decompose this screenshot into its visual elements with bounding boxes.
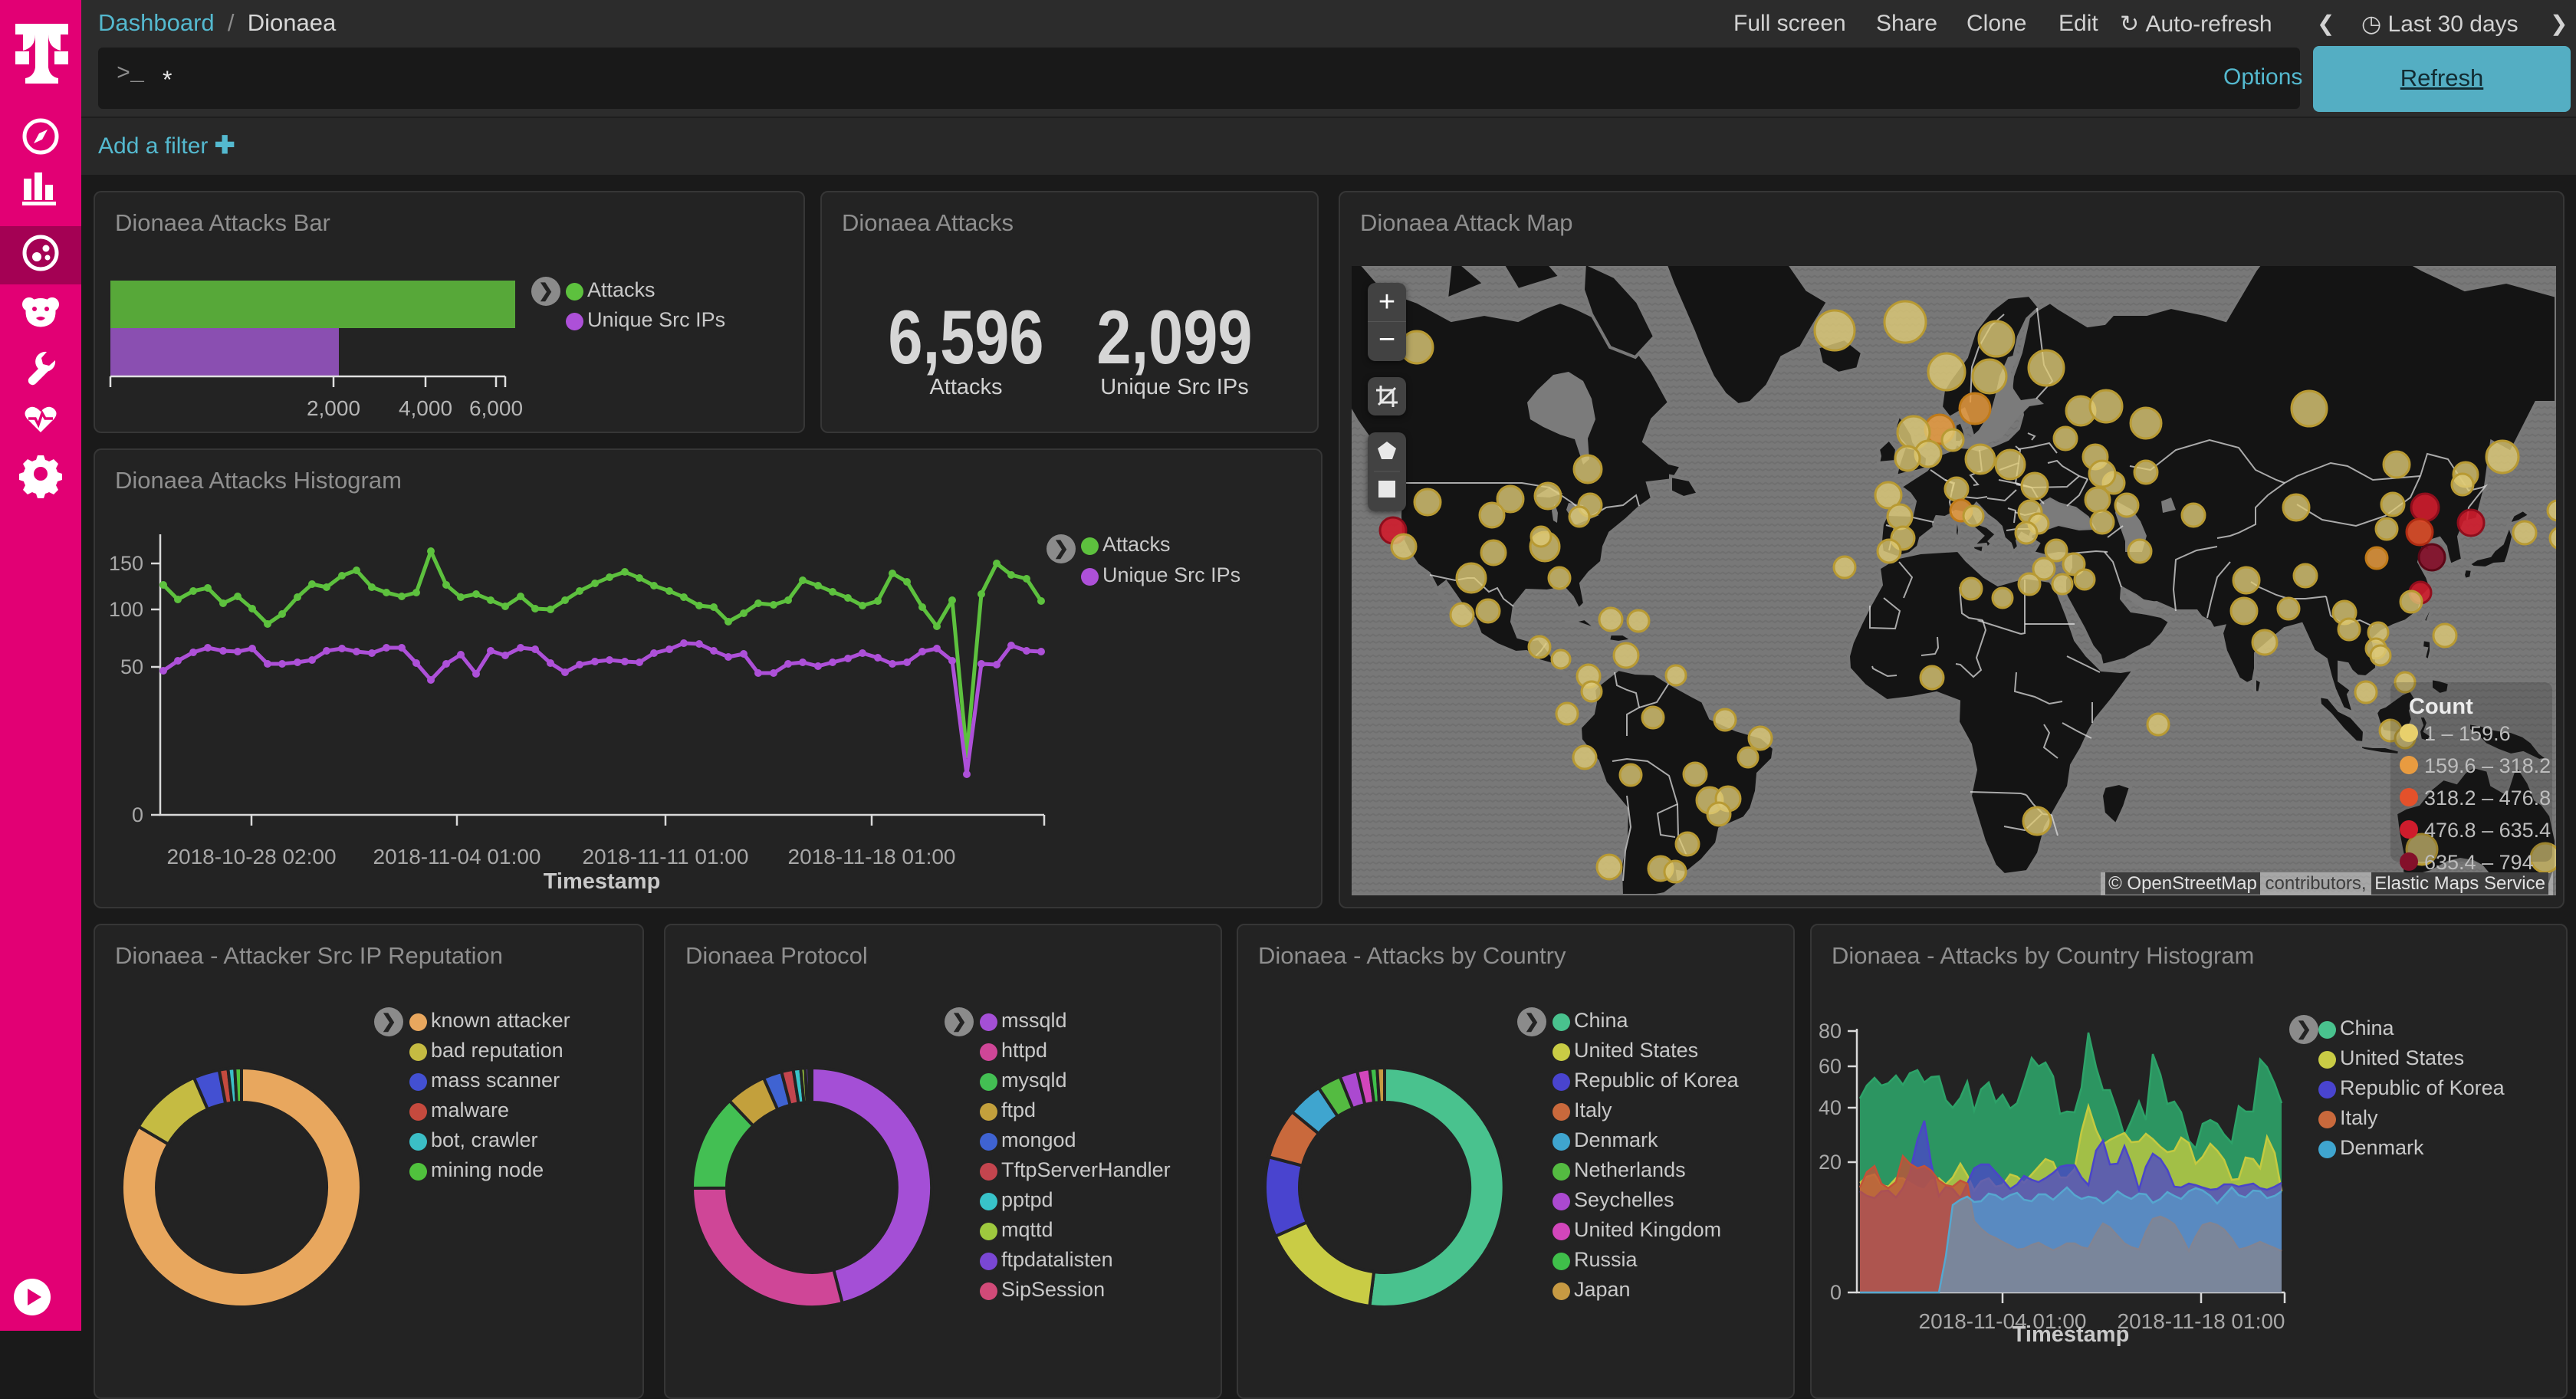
svg-text:100: 100 [109, 598, 143, 621]
svg-text:2018-11-18 01:00: 2018-11-18 01:00 [788, 845, 956, 869]
svg-text:20: 20 [1819, 1151, 1842, 1174]
svg-text:50: 50 [120, 655, 143, 678]
svg-text:150: 150 [109, 552, 143, 575]
svg-text:2018-11-18 01:00: 2018-11-18 01:00 [2118, 1309, 2285, 1333]
svg-text:60: 60 [1819, 1055, 1842, 1078]
svg-text:2018-11-04 01:00: 2018-11-04 01:00 [373, 845, 541, 869]
svg-text:4,000: 4,000 [399, 396, 452, 420]
svg-text:2018-11-11 01:00: 2018-11-11 01:00 [583, 845, 749, 869]
svg-text:0: 0 [1830, 1281, 1842, 1304]
svg-text:2018-11-04 01:00: 2018-11-04 01:00 [1919, 1309, 2087, 1333]
svg-text:Timestamp: Timestamp [544, 869, 661, 894]
svg-text:2018-10-28 02:00: 2018-10-28 02:00 [166, 845, 336, 869]
svg-text:Timestamp: Timestamp [2013, 1322, 2130, 1347]
svg-text:0: 0 [132, 803, 143, 826]
svg-text:2,000: 2,000 [307, 396, 360, 420]
svg-text:80: 80 [1819, 1020, 1842, 1043]
svg-text:40: 40 [1819, 1096, 1842, 1119]
svg-text:6,000: 6,000 [469, 396, 523, 420]
